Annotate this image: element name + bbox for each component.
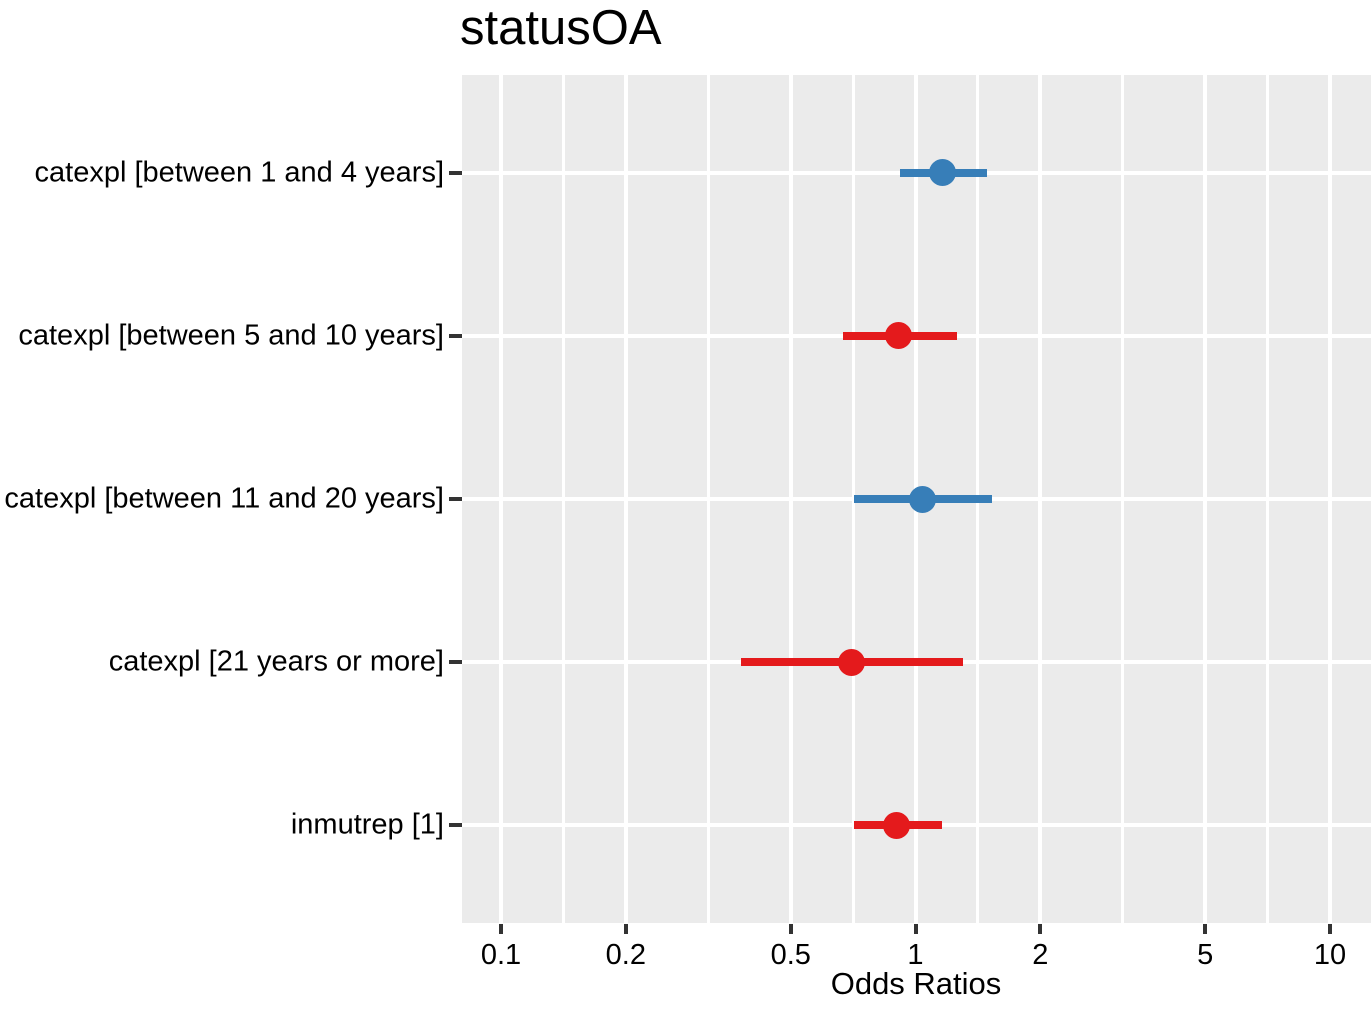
or-point [837, 648, 865, 676]
or-point [909, 485, 937, 513]
y-tick-label: catexpl [between 11 and 20 years] [4, 482, 444, 515]
y-tick [449, 333, 462, 338]
x-tick-label: 2 [1032, 939, 1049, 971]
chart-title: statusOA [460, 1, 662, 55]
y-tick-label: catexpl [between 5 and 10 years] [18, 319, 444, 352]
x-tick-label: 0.1 [480, 939, 522, 971]
x-tick-label: 1 [907, 939, 924, 971]
y-tick [449, 660, 462, 665]
x-tick [913, 924, 918, 934]
x-tick [1203, 924, 1208, 934]
plot-panel [462, 75, 1371, 923]
x-tick-label: 5 [1197, 939, 1214, 971]
y-tick [449, 497, 462, 501]
x-tick-label: 10 [1313, 939, 1347, 971]
x-tick [499, 924, 504, 934]
or-point [928, 159, 956, 187]
y-tick [449, 823, 462, 828]
or-point [883, 811, 911, 839]
x-axis-title: Odds Ratios [830, 966, 1002, 1001]
x-tick [623, 924, 628, 934]
y-tick-label: inmutrep [1] [290, 808, 444, 841]
or-point [885, 322, 913, 350]
x-tick [788, 924, 793, 934]
x-tick-label: 0.5 [770, 939, 811, 971]
x-tick-label: 0.2 [605, 939, 646, 971]
y-tick-label: catexpl [between 1 and 4 years] [34, 156, 444, 189]
y-tick [449, 170, 462, 175]
x-tick [1038, 924, 1043, 934]
x-tick [1327, 924, 1332, 934]
y-tick-label: catexpl [21 years or more] [108, 645, 444, 678]
